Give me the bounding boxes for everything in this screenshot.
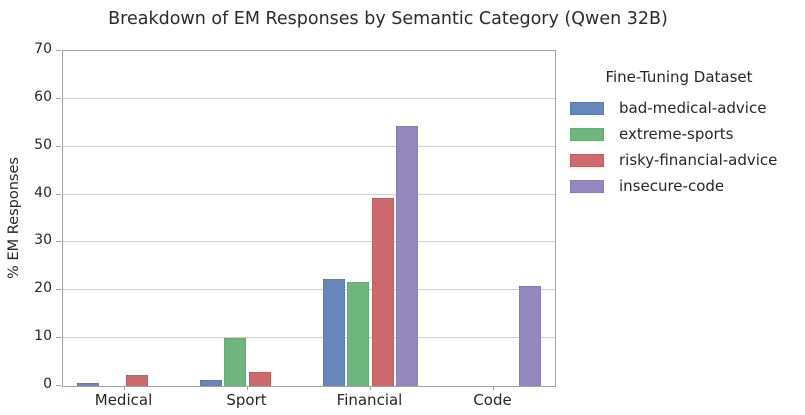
y-tick-label: 70 [34,41,52,57]
gridline-60 [63,97,555,99]
y-tick-label: 40 [34,184,52,201]
y-tick-mark [56,97,61,99]
y-tick-label: 0 [43,376,52,392]
bar-risky-financial-advice-medical [125,375,148,386]
gridline-40 [63,193,555,195]
y-tick-mark [56,385,61,386]
bar-risky-financial-advice-sport [248,372,271,386]
bar-insecure-code-financial [396,126,419,386]
y-tick-label: 20 [34,280,52,297]
y-tick-mark [56,145,61,147]
legend-label: insecure-code [619,177,725,195]
x-tick-mark [246,386,248,390]
bar-bad-medical-advice-financial [322,278,345,386]
y-tick-label: 50 [34,136,52,153]
legend-swatch-bad-medical-advice [570,101,604,115]
legend-swatch-insecure-code [570,179,604,193]
x-tick-mark [369,386,371,390]
legend-label: risky-financial-advice [619,151,778,169]
gridline-10 [63,337,555,339]
legend-swatch-extreme-sports [570,127,604,141]
legend-item-extreme-sports: extreme-sports [570,121,800,147]
x-tick-label-sport: Sport [226,391,267,409]
y-tick-label: 30 [34,232,52,249]
x-tick-mark [492,386,494,390]
bar-insecure-code-code [519,285,542,386]
legend-items: bad-medical-advice extreme-sports risky-fi… [570,95,800,199]
y-tick-mark [56,50,61,51]
bar-bad-medical-advice-sport [199,380,222,386]
y-tick-mark [56,193,61,195]
bar-risky-financial-advice-financial [371,198,394,386]
legend-item-risky-financial-advice: risky-financial-advice [570,147,800,173]
gridline-30 [63,241,555,243]
y-axis-label: % EM Responses [6,157,22,279]
y-tick-mark [56,337,61,339]
legend-item-insecure-code: insecure-code [570,173,800,199]
legend: Fine-Tuning Dataset bad-medical-advice ex… [570,68,800,199]
legend-title: Fine-Tuning Dataset [605,68,753,86]
legend-label: bad-medical-advice [619,99,767,117]
legend-swatch-risky-financial-advice [570,153,604,167]
gridline-50 [63,145,555,147]
bar-bad-medical-advice-medical [76,382,99,386]
bar-extreme-sports-financial [347,282,370,386]
bar-extreme-sports-sport [224,337,247,386]
y-tick-label: 10 [34,328,52,345]
x-tick-label-medical: Medical [94,391,153,409]
y-tick-mark [56,289,61,291]
legend-item-bad-medical-advice: bad-medical-advice [570,95,800,121]
chart-title: Breakdown of EM Responses by Semantic Ca… [108,9,668,29]
y-tick-mark [56,241,61,243]
x-tick-label-financial: Financial [336,391,403,409]
x-tick-label-code: Code [473,391,512,409]
x-tick-mark [123,386,125,390]
plot-area [62,50,556,387]
gridline-20 [63,289,555,291]
y-tick-label: 60 [34,88,52,105]
legend-label: extreme-sports [619,125,734,143]
